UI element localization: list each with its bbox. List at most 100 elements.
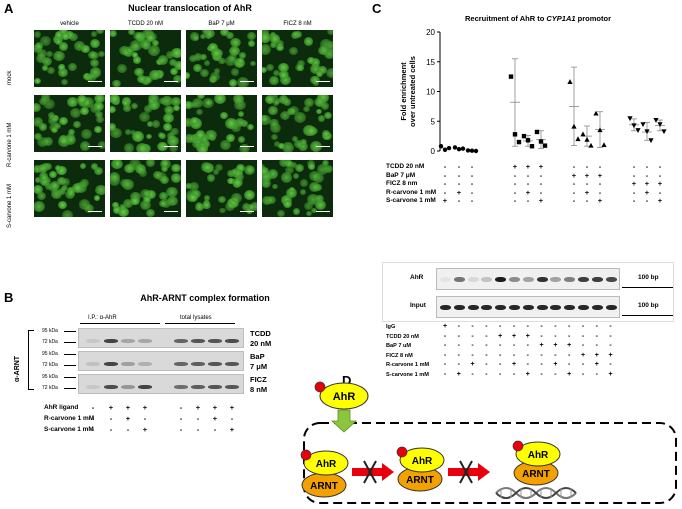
cell-nucleus (272, 95, 279, 100)
cell-nucleus (167, 195, 179, 206)
cell-nucleus (186, 133, 195, 144)
cell-nucleus (269, 34, 281, 44)
gel-sign-6-5: - (499, 370, 502, 378)
gel-sign-5-2: - (457, 361, 460, 368)
cell-nucleus (43, 98, 55, 110)
arnt-label-3: ARNT (522, 469, 550, 480)
gel-sign-4-12: + (594, 351, 599, 359)
cell-nucleus (215, 163, 223, 171)
c-sign-1-9: - (598, 162, 602, 171)
cell-nucleus (160, 175, 169, 184)
c-sign-5-4: - (513, 196, 517, 205)
cell-nucleus (147, 97, 155, 104)
cell-nucleus (303, 37, 314, 47)
blot-2 (78, 351, 244, 371)
cell-nucleus (318, 66, 327, 74)
b-sign-2-4: - (143, 414, 147, 423)
blot-2-band-8 (225, 362, 239, 366)
cell-nucleus (315, 199, 326, 210)
point-g2-2 (456, 147, 462, 152)
cell-nucleus (61, 210, 74, 217)
cell-nucleus (80, 106, 90, 115)
cell-nucleus (152, 170, 162, 180)
point-g3-2 (469, 148, 475, 153)
cell-nucleus (262, 114, 271, 126)
cell-nucleus (299, 179, 309, 187)
cell-nucleus (209, 72, 220, 82)
cell-nucleus (90, 39, 101, 49)
gel-size-label-2: 100 bp (638, 302, 659, 309)
point-g4-1 (508, 74, 514, 79)
cell-nucleus (54, 31, 63, 39)
ahr-band-8 (536, 277, 548, 282)
cell-nucleus (145, 160, 155, 167)
cell-nucleus (90, 163, 98, 170)
gel-row-label-5: R-carvone 1 mM (386, 362, 430, 368)
cell-nucleus (168, 144, 178, 152)
cell-nucleus (46, 51, 54, 58)
cell-nucleus (262, 178, 272, 189)
cell-nucleus (231, 192, 243, 203)
row-label-s-carvone: S-carvone 1 mM (7, 183, 13, 228)
cell-nucleus (307, 194, 320, 205)
panel-c-title-suffix: promotor (575, 14, 611, 23)
c-sign-2-12: - (658, 170, 662, 180)
blot-2-conc: 7 μM (250, 362, 268, 371)
cell-nucleus (118, 207, 130, 217)
b-sign-2-7: + (212, 414, 218, 423)
blot-2-band-3 (121, 362, 135, 366)
gel-sign-6-13: + (608, 370, 613, 378)
cell-nucleus (305, 125, 317, 136)
cell-nucleus (112, 79, 121, 87)
cell-nucleus (295, 163, 305, 172)
gel-sign-3-8: + (539, 342, 544, 349)
scale-bar (164, 81, 178, 84)
ahr-label-3: AhR (412, 456, 433, 467)
cell-nucleus (122, 104, 132, 113)
cell-nucleus (236, 163, 246, 172)
cell-nucleus (89, 67, 102, 78)
b-sign-2-6: - (196, 414, 200, 423)
blot-1-band-6 (191, 339, 205, 343)
blot-2-band-1 (86, 362, 100, 366)
scale-bar (316, 211, 330, 214)
cell-nucleus (307, 163, 315, 170)
ip-underline (80, 323, 160, 324)
blot-3-band-5 (174, 385, 188, 389)
red-arrow-1 (352, 463, 394, 481)
cell-nucleus (288, 47, 298, 56)
gel-sign-1-5: - (499, 323, 502, 330)
ahr-nucleus-2 (399, 447, 445, 473)
cell-nucleus (267, 196, 277, 205)
cell-nucleus (88, 51, 97, 60)
y-axis-label: Fold enrichmentover untreated cells (399, 56, 417, 127)
cell-nucleus (293, 139, 304, 149)
cell-nucleus (41, 57, 52, 67)
point-g12-2 (657, 122, 663, 128)
b-sign-2-1: - (91, 414, 95, 423)
cell-nucleus (125, 45, 136, 54)
point-g10-2 (631, 123, 637, 129)
mw-tick (64, 388, 76, 389)
gel-sign-1-12: - (595, 323, 598, 330)
cell-nucleus (191, 97, 204, 109)
cell-nucleus (193, 53, 203, 61)
c-sign-2-7: + (571, 170, 577, 180)
cell-nucleus (166, 132, 175, 140)
ligand-2 (300, 449, 312, 461)
cell-nucleus (247, 31, 257, 41)
cell-nucleus (145, 33, 155, 43)
c-sign-3-7: - (572, 179, 576, 188)
cell-nucleus (206, 174, 216, 182)
gel-sign-4-5: - (499, 351, 502, 359)
gel-sign-2-1: - (443, 332, 447, 340)
c-sign-4-12: - (658, 187, 662, 197)
cell-nucleus (192, 140, 202, 149)
col-label-vehicle: vehicle (60, 21, 79, 27)
cell-nucleus (65, 135, 77, 146)
cell-nucleus (186, 117, 194, 127)
cell-nucleus (288, 106, 299, 116)
gel-sign-3-3: - (471, 342, 474, 349)
gel-sign-3-13: - (609, 342, 612, 349)
input-band-4 (481, 305, 493, 310)
